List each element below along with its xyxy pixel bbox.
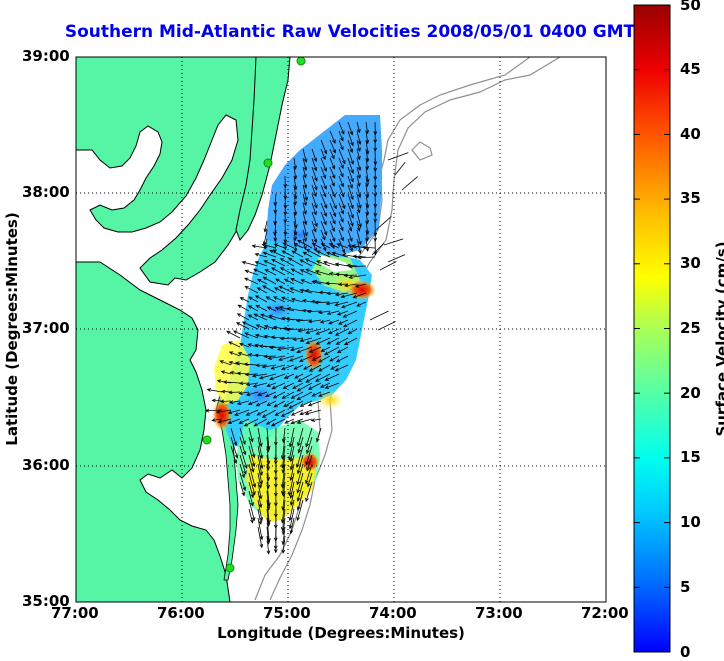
lat-tick-label: 35:00 — [22, 592, 70, 610]
colorbar-tick-label: 5 — [680, 578, 690, 596]
colorbar-tick-label: 40 — [680, 125, 701, 143]
lat-tick-label: 38:00 — [22, 183, 70, 201]
y-axis-label: Latitude (Degrees:Minutes) — [3, 199, 21, 459]
velocity-arrow — [264, 356, 276, 357]
lon-tick-label: 74:00 — [369, 604, 417, 622]
colorbar-tick-label: 10 — [680, 513, 701, 531]
colorbar-tick-label: 0 — [680, 643, 690, 661]
lon-tick-label: 76:00 — [157, 604, 205, 622]
colorbar-tick-label: 20 — [680, 384, 701, 402]
colorbar-tick-label: 30 — [680, 254, 701, 272]
colorbar-tick-label: 35 — [680, 189, 701, 207]
colorbar-label: Surface Velocity (cm/s) — [713, 209, 724, 469]
velocity-arrow — [229, 392, 240, 393]
radar-site-marker — [297, 57, 305, 65]
radar-site-marker — [203, 436, 211, 444]
colorbar-tick-label: 45 — [680, 60, 701, 78]
colorbar-tick-label: 25 — [680, 319, 701, 337]
lon-tick-label: 73:00 — [475, 604, 523, 622]
colorbar-tick-label: 15 — [680, 448, 701, 466]
lat-tick-label: 37:00 — [22, 319, 70, 337]
lat-tick-label: 39:00 — [22, 47, 70, 65]
radar-site-marker — [226, 564, 234, 572]
lon-tick-label: 72:00 — [581, 604, 629, 622]
radar-site-marker — [264, 159, 272, 167]
lon-tick-label: 75:00 — [263, 604, 311, 622]
x-axis-label: Longitude (Degrees:Minutes) — [76, 624, 606, 642]
colorbar-tick-label: 50 — [680, 0, 701, 14]
lat-tick-label: 36:00 — [22, 456, 70, 474]
